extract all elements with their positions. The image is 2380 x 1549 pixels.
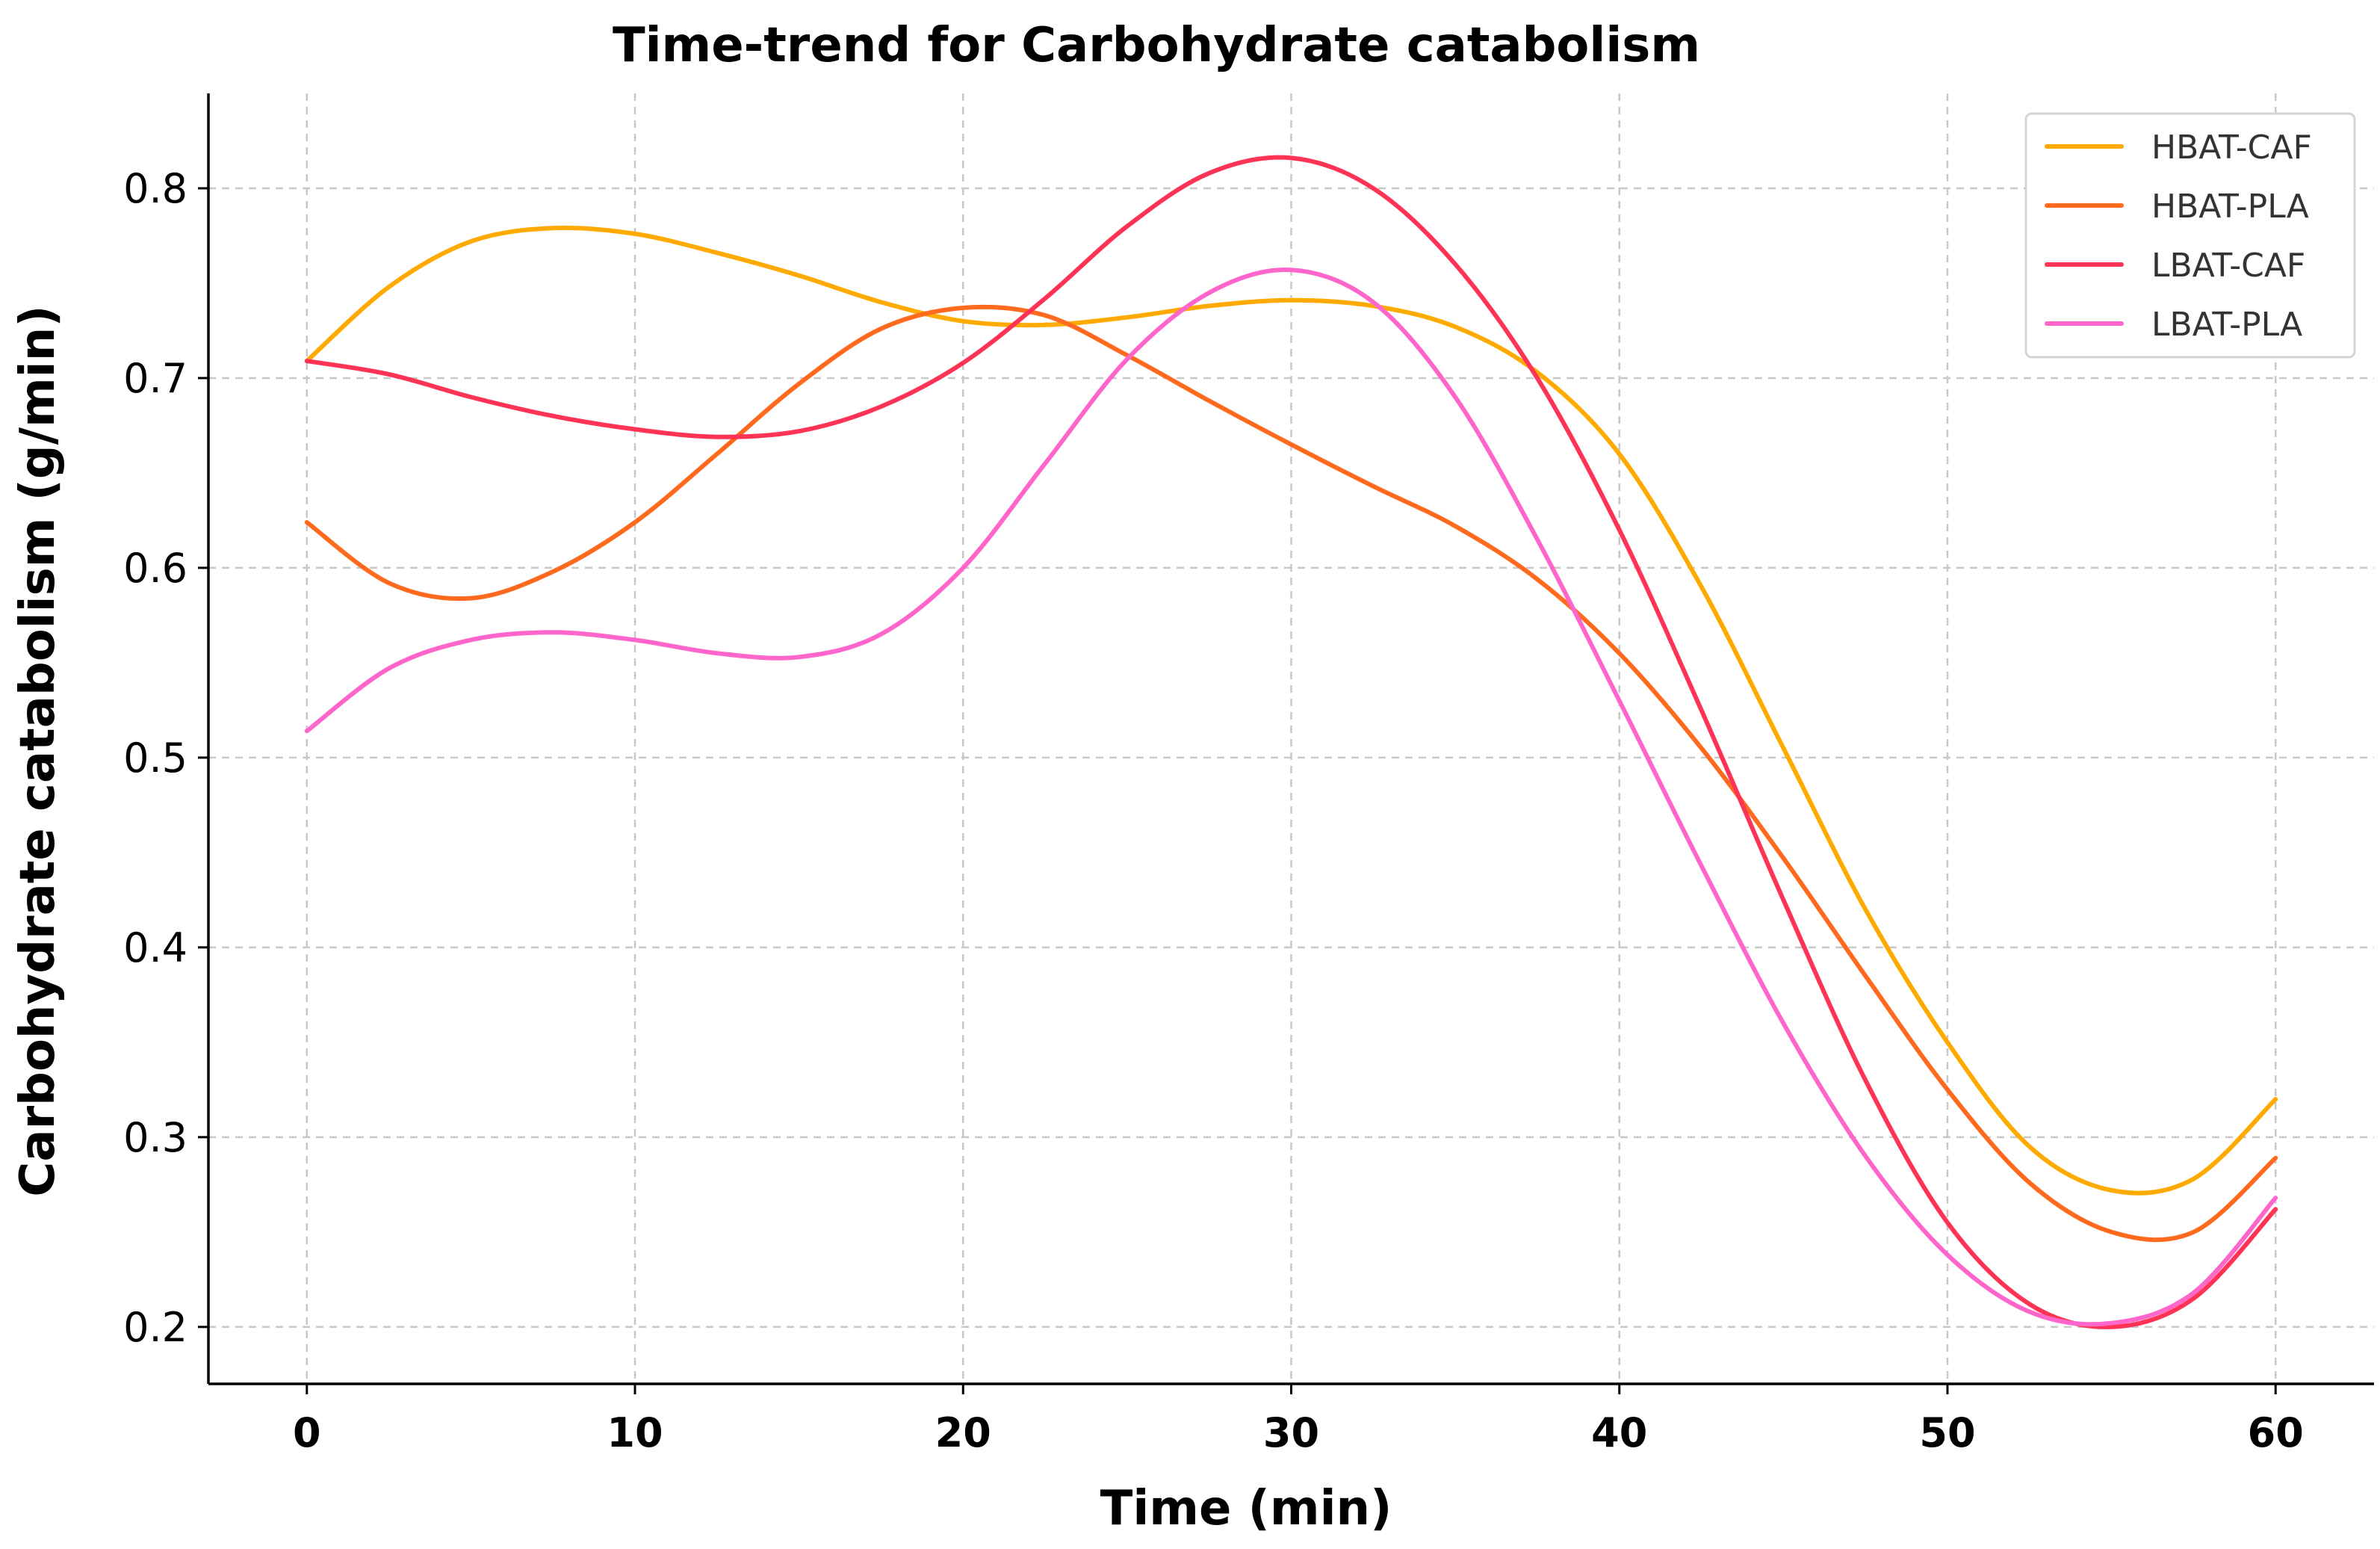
y-tick-label: 0.4 <box>123 924 188 971</box>
legend-frame <box>2024 112 2356 359</box>
series-line-hbat-caf <box>304 225 2278 1196</box>
series-line-lbat-pla <box>304 267 2278 1327</box>
y-tick-label: 0.7 <box>123 355 188 402</box>
chart-title: Time-trend for Carbohydrate catabolism <box>613 18 1700 73</box>
y-axis-label: Carbohydrate catabolism (g/min) <box>10 305 66 1196</box>
grid-layer <box>208 93 2374 1384</box>
series-layer <box>304 155 2278 1329</box>
legend: HBAT-CAF HBAT-PLA LBAT-CAF LBAT-PLA <box>2024 112 2356 359</box>
x-tick-label: 40 <box>1591 1409 1647 1456</box>
legend-label-lbat-caf: LBAT-CAF <box>2151 247 2305 285</box>
x-tick-label: 60 <box>2248 1409 2304 1456</box>
x-tick-label: 50 <box>1919 1409 1975 1456</box>
legend-label-hbat-pla: HBAT-PLA <box>2151 188 2309 226</box>
y-tick-label: 0.6 <box>123 545 188 592</box>
y-tick-label: 0.3 <box>123 1114 188 1161</box>
y-ticks: 0.2 0.3 0.4 0.5 0.6 0.7 0.8 <box>123 165 208 1351</box>
x-tick-label: 10 <box>607 1409 663 1456</box>
x-tick-label: 30 <box>1263 1409 1319 1456</box>
series-line-lbat-caf <box>304 155 2278 1329</box>
y-tick-label: 0.5 <box>123 735 188 782</box>
x-axis-label: Time (min) <box>1100 1481 1392 1536</box>
y-tick-label: 0.2 <box>123 1304 188 1351</box>
legend-label-lbat-pla: LBAT-PLA <box>2151 306 2302 344</box>
series-line-hbat-pla <box>304 304 2278 1243</box>
y-tick-label: 0.8 <box>123 165 188 212</box>
x-tick-label: 0 <box>293 1409 321 1456</box>
legend-label-hbat-caf: HBAT-CAF <box>2151 129 2312 167</box>
x-tick-label: 20 <box>935 1409 991 1456</box>
x-ticks: 0 10 20 30 40 50 60 <box>293 1384 2304 1456</box>
